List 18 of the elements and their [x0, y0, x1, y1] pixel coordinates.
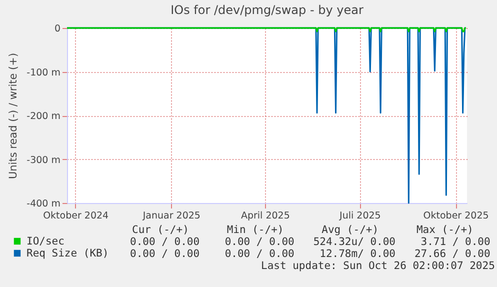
y-tick-label: 0 — [54, 24, 60, 34]
text: Last update: Sun Oct 26 02:00:07 2025 — [261, 260, 495, 272]
x-tick-label: April 2025 — [240, 210, 290, 222]
x-tick-label: Oktober 2025 — [423, 210, 489, 222]
y-tick-label: -100 m — [26, 67, 60, 78]
y-tick-label: -400 m — [26, 198, 60, 210]
text: 0.00 / 0.00 0.00 / 0.00 12.78m/ 0.00 27.66 / 0.00 — [130, 248, 490, 260]
x-tick-label: Januar 2025 — [142, 210, 200, 222]
chart-title: IOs for /dev/pmg/swap - by year — [170, 3, 364, 17]
x-tick-label: Oktober 2024 — [43, 210, 109, 222]
y-axis-title: Units read (-) / write (+) — [8, 52, 20, 180]
x-tick-label: Juli 2025 — [338, 210, 381, 222]
y-tick-label: -300 m — [26, 154, 60, 166]
text: Cur (-/+) Min (-/+) Avg (-/+) Max (-/+) — [132, 224, 474, 236]
legend-label: Req Size (KB) — [26, 247, 109, 260]
y-tick-label: -200 m — [26, 111, 60, 122]
text: 0.00 / 0.00 0.00 / 0.00 524.32u/ 0.00 3.71 / 0.00 — [130, 236, 490, 248]
legend-label: IO/sec — [26, 235, 64, 248]
